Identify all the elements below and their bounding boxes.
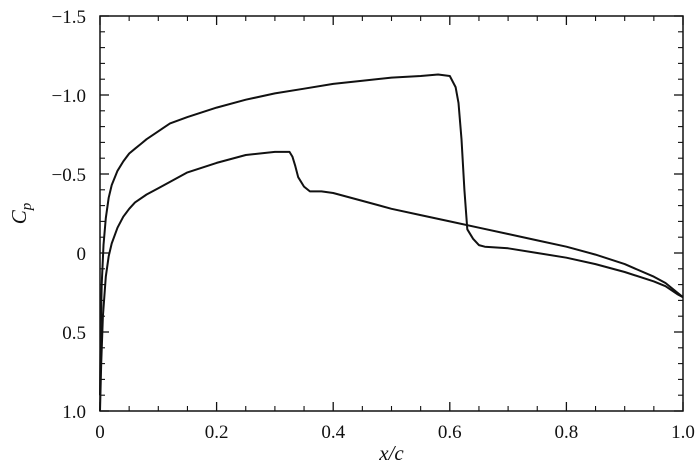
x-tick-label: 0.8 bbox=[555, 422, 579, 443]
x-tick-label: 0.4 bbox=[321, 422, 345, 443]
y-axis-label: Cp bbox=[7, 202, 35, 224]
y-tick-label: −0.5 bbox=[52, 165, 86, 186]
x-tick-label: 0 bbox=[95, 422, 105, 443]
y-tick-label: 0.5 bbox=[62, 323, 86, 344]
x-axis-label: x/c bbox=[378, 441, 404, 464]
tick-marks bbox=[99, 15, 684, 412]
y-tick-label: 1.0 bbox=[62, 402, 86, 423]
plot-frame bbox=[99, 15, 684, 412]
x-tick-label: 0.6 bbox=[438, 422, 462, 443]
series-layer bbox=[99, 73, 684, 412]
tick-labels: 0 0.2 0.4 0.6 0.8 1.0 −1.5 −1.0 −0.5 0 0.5 1.0 bbox=[52, 7, 695, 443]
series-line-1 bbox=[99, 73, 684, 396]
series-line-2 bbox=[99, 150, 684, 412]
x-tick-label: 0.2 bbox=[205, 422, 229, 443]
y-axis-label-sub: p bbox=[19, 202, 35, 211]
y-tick-label: 0 bbox=[77, 244, 87, 265]
x-tick-label: 1.0 bbox=[671, 422, 695, 443]
y-tick-label: −1.5 bbox=[52, 7, 86, 28]
y-tick-label: −1.0 bbox=[52, 86, 86, 107]
y-axis-label-main: C bbox=[7, 209, 31, 224]
